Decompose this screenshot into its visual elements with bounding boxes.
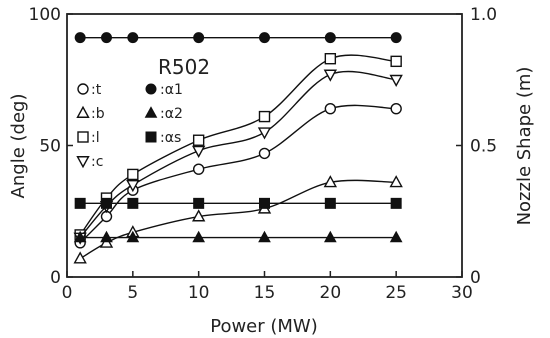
legend-label-left-0: :t <box>91 82 102 98</box>
point-2-2 <box>127 168 139 181</box>
legend-label-left-1: :b <box>91 106 105 122</box>
y-right-tick-label-2: 1.0 <box>470 5 497 25</box>
point-4-0 <box>74 32 86 44</box>
point-5-0 <box>73 230 87 243</box>
point-0-5 <box>324 102 337 115</box>
x-tick-label-1: 5 <box>127 283 138 303</box>
legend-label-left-3: :c <box>91 154 103 170</box>
point-5-4 <box>258 230 271 243</box>
point-5-1 <box>100 230 113 243</box>
x-tick-label-0: 0 <box>62 283 73 303</box>
y-left-tick-label-1: 50 <box>39 137 61 157</box>
legend-marker-left-2 <box>77 131 89 143</box>
point-6-0 <box>74 197 86 209</box>
point-0-4 <box>258 147 271 160</box>
y-axis-left-title: Angle (deg) <box>8 94 29 199</box>
x-tick-label-4: 20 <box>320 283 342 303</box>
point-6-1 <box>101 197 112 209</box>
legend-marker-right-1 <box>144 106 158 118</box>
point-6-5 <box>324 197 336 209</box>
point-4-2 <box>127 32 139 44</box>
point-6-6 <box>390 197 402 209</box>
point-6-4 <box>259 197 270 209</box>
point-3-3 <box>191 145 206 158</box>
point-1-0 <box>73 251 87 264</box>
legend-label-right-2: :αs <box>160 130 181 146</box>
point-3-2 <box>126 179 140 193</box>
legend-marker-left-3 <box>76 156 90 169</box>
point-4-4 <box>259 32 270 44</box>
point-3-6 <box>389 74 403 87</box>
point-3-5 <box>323 69 338 82</box>
point-3-4 <box>257 127 272 140</box>
point-0-6 <box>390 102 402 115</box>
legend-marker-right-0 <box>145 83 157 95</box>
x-tick-label-2: 10 <box>188 283 210 303</box>
point-1-5 <box>323 175 338 188</box>
x-tick-label-5: 25 <box>385 283 407 303</box>
y-left-tick-label-2: 100 <box>29 5 61 25</box>
annotation-label: R502 <box>158 55 210 79</box>
point-6-2 <box>127 197 139 209</box>
series-layer <box>73 32 403 264</box>
point-0-3 <box>192 163 205 175</box>
point-4-3 <box>193 32 205 44</box>
legend-marker-left-1 <box>76 105 90 118</box>
legend-label-right-1: :α2 <box>160 106 183 122</box>
point-2-3 <box>192 134 205 146</box>
x-tick-label-3: 15 <box>254 283 276 303</box>
point-5-3 <box>192 230 206 243</box>
point-2-4 <box>258 110 271 123</box>
legend: :t :b :l :c :α1 :α2 :αs <box>76 82 183 170</box>
point-2-6 <box>390 55 402 68</box>
y-right-tick-label-0: 0 <box>470 268 481 288</box>
point-6-3 <box>193 197 205 209</box>
legend-marker-right-2 <box>145 131 157 143</box>
x-axis-title: Power (MW) <box>210 316 318 337</box>
y-right-tick-label-1: 0.5 <box>470 137 497 157</box>
point-4-1 <box>101 32 112 44</box>
legend-label-left-2: :l <box>91 130 100 146</box>
legend-label-right-0: :α1 <box>160 82 183 98</box>
y-axis-right-title: Nozzle Shape (m) <box>514 67 535 226</box>
point-4-6 <box>390 32 402 44</box>
point-2-5 <box>324 53 337 65</box>
y-left-tick-label-0: 0 <box>50 268 61 288</box>
point-4-5 <box>324 32 336 44</box>
point-5-2 <box>126 230 140 243</box>
point-5-5 <box>323 230 337 243</box>
legend-marker-left-0 <box>77 83 89 95</box>
point-5-6 <box>389 230 403 243</box>
point-1-3 <box>191 209 206 222</box>
x-tick-label-6: 30 <box>451 283 473 303</box>
point-1-6 <box>389 175 403 188</box>
